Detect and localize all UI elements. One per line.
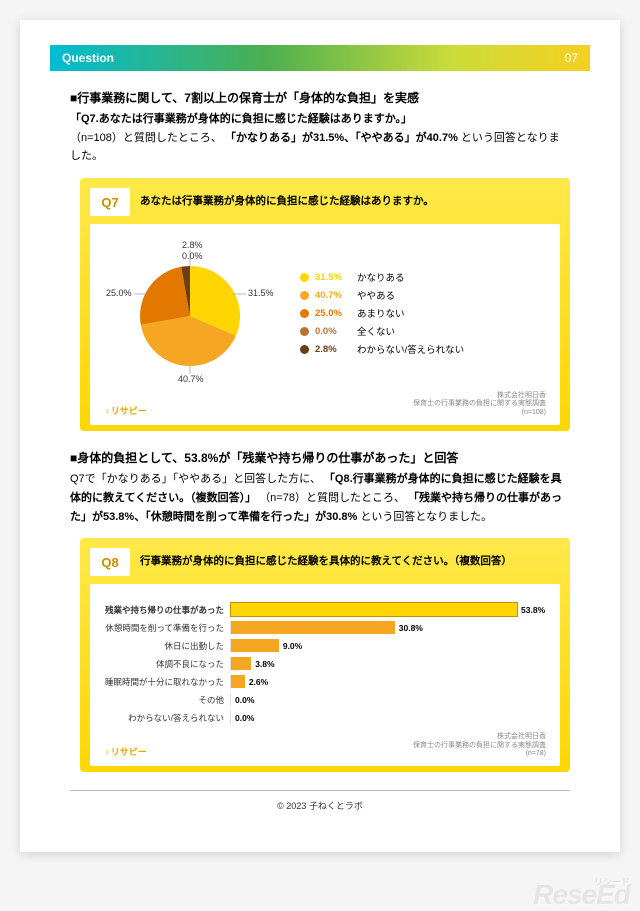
bar-track: 2.6% xyxy=(230,675,550,688)
q8-foot: ♀リサピー 株式会社明日香 保育士の行事業務の負担に関する実態調査 (n=78) xyxy=(100,729,550,758)
bar-row: 休憩時間を削って準備を行った 30.8% xyxy=(100,621,550,634)
bar-row: 体調不良になった 3.8% xyxy=(100,657,550,670)
q8-head: Q8 行事業務が身体的に負担に感じた経験を具体的に教えてください。（複数回答） xyxy=(90,548,560,576)
bar-value: 0.0% xyxy=(235,713,254,723)
pie-callout-315: 31.5% xyxy=(248,288,274,298)
q8-badge: Q8 xyxy=(90,548,130,576)
brand-label-2: ♀リサピー xyxy=(104,745,147,758)
pie-slice xyxy=(140,267,190,325)
watermark: リシード ReseEd xyxy=(533,879,630,905)
bar-row: 睡眠時間が十分に取れなかった 2.6% xyxy=(100,675,550,688)
bar-label: 体調不良になった xyxy=(100,658,230,670)
bar-row: わからない/答えられない 0.0% xyxy=(100,711,550,724)
q7-chart-card: Q7 あなたは行事業務が身体的に負担に感じた経験はありますか。 2.8% 0.0… xyxy=(80,178,570,431)
q8-bars: 残業や持ち帰りの仕事があった 53.8% 休憩時間を削って準備を行った 30.8% 休日… xyxy=(100,603,550,724)
q7-title: あなたは行事業務が身体的に負担に感じた経験はありますか。 xyxy=(140,195,560,209)
q8-foot-note: 株式会社明日香 保育士の行事業務の負担に関する実態調査 (n=78) xyxy=(413,733,546,758)
legend-pct: 25.0% xyxy=(315,308,351,319)
bar-label: 残業や持ち帰りの仕事があった xyxy=(100,604,230,616)
bar-label: 休憩時間を削って準備を行った xyxy=(100,622,230,634)
legend-name: わからない/答えられない xyxy=(357,342,464,356)
q8-title: 行事業務が身体的に負担に感じた経験を具体的に教えてください。（複数回答） xyxy=(140,555,560,569)
bar-label: 休日に出勤した xyxy=(100,640,230,652)
bar-fill xyxy=(231,675,245,688)
legend-name: かなりある xyxy=(357,270,405,284)
page-divider xyxy=(70,790,570,791)
q8-body: 残業や持ち帰りの仕事があった 53.8% 休憩時間を削って準備を行った 30.8% 休日… xyxy=(90,584,560,766)
bar-value: 3.8% xyxy=(255,659,274,669)
pie-callout-00: 0.0% xyxy=(182,251,203,261)
bar-value: 53.8% xyxy=(521,605,545,615)
q7-pie: 2.8% 0.0% 25.0% 31.5% 40.7% xyxy=(100,238,280,388)
q7-badge: Q7 xyxy=(90,188,130,216)
section1-body-a: （n=108）と質問したところ、 xyxy=(70,132,222,144)
section2-body-c: という回答となりました。 xyxy=(360,511,492,523)
bar-track: 3.8% xyxy=(230,657,550,670)
legend-dot xyxy=(300,273,309,282)
bar-track: 9.0% xyxy=(230,639,550,652)
q7-foot: ♀リサピー 株式会社明日香 保育士の行事業務の負担に関する実態調査 (n=108… xyxy=(100,388,550,417)
legend-row: 0.0% 全くない xyxy=(300,324,550,338)
bar-label: 睡眠時間が十分に取れなかった xyxy=(100,676,230,688)
bar-row: 残業や持ち帰りの仕事があった 53.8% xyxy=(100,603,550,616)
bar-value: 0.0% xyxy=(235,695,254,705)
bar-value: 30.8% xyxy=(399,623,423,633)
document-page: Question 07 ■行事業務に関して、7割以上の保育士が「身体的な負担」を… xyxy=(20,20,620,852)
section2-body: Q7で「かなりある」「ややある」と回答した方に、 「Q8.行事業務が身体的に負担… xyxy=(70,470,570,526)
legend-dot xyxy=(300,291,309,300)
legend-pct: 2.8% xyxy=(315,344,351,355)
copyright: © 2023 子ねくとラボ xyxy=(50,799,590,812)
bar-track: 30.8% xyxy=(230,621,550,634)
legend-name: あまりない xyxy=(357,306,405,320)
pie-callout-25: 25.0% xyxy=(106,288,132,298)
header-label: Question xyxy=(62,51,114,65)
bar-track: 0.0% xyxy=(230,693,550,706)
bar-label: わからない/答えられない xyxy=(100,712,230,724)
legend-pct: 0.0% xyxy=(315,326,351,337)
section1-highlight: 「かなりある」が31.5%、「ややある」が40.7% xyxy=(225,132,458,144)
legend-dot xyxy=(300,327,309,336)
q7-head: Q7 あなたは行事業務が身体的に負担に感じた経験はありますか。 xyxy=(90,188,560,216)
bar-row: その他 0.0% xyxy=(100,693,550,706)
q7-legend: 31.5% かなりある 40.7% ややある 25.0% あまりない 0.0% 全くない 2.8… xyxy=(300,266,550,360)
pie-callout-407: 40.7% xyxy=(178,374,204,384)
bar-row: 休日に出勤した 9.0% xyxy=(100,639,550,652)
legend-row: 25.0% あまりない xyxy=(300,306,550,320)
page-number: 07 xyxy=(565,51,578,65)
legend-row: 40.7% ややある xyxy=(300,288,550,302)
bar-fill xyxy=(231,621,395,634)
legend-name: ややある xyxy=(357,288,395,302)
bar-value: 9.0% xyxy=(283,641,302,651)
section2-title: ■身体的負担として、53.8%が「残業や持ち帰りの仕事があった」と回答 xyxy=(70,449,590,466)
bar-label: その他 xyxy=(100,694,230,706)
section1-title: ■行事業務に関して、7割以上の保育士が「身体的な負担」を実感 xyxy=(70,89,590,106)
section1-q-label: 「Q7.あなたは行事業務が身体的に負担に感じた経験はありますか。」 xyxy=(70,113,412,125)
q8-chart-card: Q8 行事業務が身体的に負担に感じた経験を具体的に教えてください。（複数回答） … xyxy=(80,538,570,772)
q7-body: 2.8% 0.0% 25.0% 31.5% 40.7% 31.5% かなりある 40… xyxy=(90,224,560,425)
legend-dot xyxy=(300,345,309,354)
brand-label: ♀リサピー xyxy=(104,404,147,417)
bar-track: 0.0% xyxy=(230,711,550,724)
bar-fill xyxy=(231,603,517,616)
q7-foot-note: 株式会社明日香 保育士の行事業務の負担に関する実態調査 (n=108) xyxy=(413,392,546,417)
page-header-bar: Question 07 xyxy=(50,45,590,71)
legend-name: 全くない xyxy=(357,324,395,338)
bar-fill xyxy=(231,639,279,652)
legend-pct: 31.5% xyxy=(315,272,351,283)
legend-row: 2.8% わからない/答えられない xyxy=(300,342,550,356)
section2-body-b: （n=78）と質問したところ、 xyxy=(259,492,405,504)
bar-track: 53.8% xyxy=(230,603,550,616)
legend-row: 31.5% かなりある xyxy=(300,270,550,284)
pie-callout-28: 2.8% xyxy=(182,240,203,250)
legend-dot xyxy=(300,309,309,318)
bar-value: 2.6% xyxy=(249,677,268,687)
bar-fill xyxy=(231,657,251,670)
legend-pct: 40.7% xyxy=(315,290,351,301)
section1-body: 「Q7.あなたは行事業務が身体的に負担に感じた経験はありますか。」 （n=108… xyxy=(70,110,570,166)
section2-body-a: Q7で「かなりある」「ややある」と回答した方に、 xyxy=(70,473,321,485)
